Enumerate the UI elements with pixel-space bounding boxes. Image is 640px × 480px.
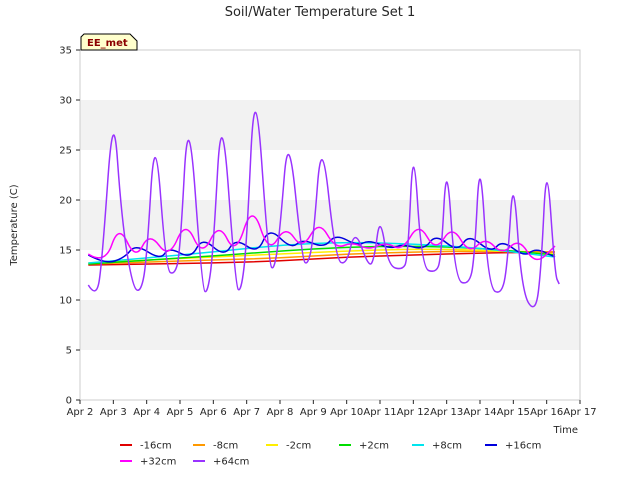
series-line-32cm [87,215,556,261]
y-tick-label: 20 [59,196,72,207]
x-tick-label: Apr 8 [267,407,294,418]
y-tick-label: 35 [59,46,72,57]
legend-label: -2cm [286,441,311,452]
series-line-2cm [88,245,556,265]
grid-bands [80,100,580,350]
x-tick-label: Apr 9 [300,407,327,418]
x-tick-label: Apr 13 [430,407,463,418]
x-tick-label: Apr 14 [463,407,496,418]
x-tick-label: Apr 11 [363,407,396,418]
series-layer [87,111,560,308]
y-tick-label: 0 [66,396,72,407]
legend: -16cm -8cm -2cm +2cm +8cm +16cm +32cm +64cm [120,441,541,468]
y-tick-label: 5 [66,346,72,357]
x-axis-label: Time [553,425,578,436]
station-badge-box [80,33,138,51]
legend-label: +32cm [140,457,176,468]
y-tick-label: 25 [59,146,72,157]
chart-title: Soil/Water Temperature Set 1 [225,5,416,20]
station-badge: EE_met [80,33,138,51]
x-tick-label: Apr 16 [530,407,563,418]
x-tick-label: Apr 12 [397,407,430,418]
grid-band [80,100,580,150]
x-tick-label: Apr 6 [200,407,227,418]
x-tick-label: Apr 10 [330,407,363,418]
legend-label: +2cm [359,441,389,452]
y-tick-label: 30 [59,96,72,107]
y-tick-label: 10 [59,296,72,307]
series-line-8cm [88,250,556,265]
x-tick-label: Apr 7 [233,407,260,418]
x-tick-label: Apr 4 [133,407,160,418]
x-tick-label: Apr 3 [100,407,127,418]
y-axis-label: Temperature (C) [9,184,20,266]
grid-band [80,300,580,350]
legend-label: -16cm [140,441,172,452]
series-line-16cm [88,251,556,266]
legend-label: -8cm [213,441,238,452]
legend-label: +16cm [505,441,541,452]
y-axis-ticks: 0 5 10 15 20 25 30 35 [59,46,80,407]
legend-label: +64cm [213,457,249,468]
x-tick-label: Apr 15 [497,407,530,418]
x-axis-ticks: Apr 2 Apr 3 Apr 4 Apr 5 Apr 6 Apr 7 Apr 8 Apr 9… [67,400,597,418]
series-line-64cm [87,111,560,308]
x-tick-label: Apr 5 [167,407,194,418]
station-badge-text: EE_met [87,38,128,49]
plot-area [79,49,581,401]
y-tick-label: 15 [59,246,72,257]
legend-label: +8cm [432,441,462,452]
x-tick-label: Apr 17 [563,407,596,418]
x-tick-label: Apr 2 [67,407,94,418]
